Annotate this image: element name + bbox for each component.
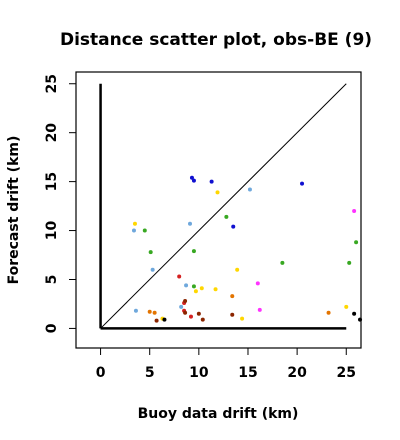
scatter-point bbox=[240, 316, 245, 321]
scatter-point bbox=[188, 221, 192, 226]
scatter-point bbox=[235, 267, 240, 272]
scatter-point bbox=[230, 294, 235, 299]
x-axis-title: Buoy data drift (km) bbox=[138, 406, 299, 422]
scatter-point bbox=[196, 311, 201, 316]
scatter-point bbox=[352, 311, 357, 316]
scatter-point bbox=[193, 289, 198, 294]
scatter-point bbox=[199, 286, 204, 291]
scatter-point bbox=[326, 310, 331, 315]
scatter-point bbox=[184, 283, 189, 288]
plot-frame bbox=[75, 71, 362, 349]
y-axis-title: Forecast drift (km) bbox=[6, 136, 22, 285]
y-axis: 0 5 10 15 20 25 bbox=[44, 74, 76, 333]
x-axis: 0 5 10 15 20 25 bbox=[96, 348, 356, 381]
scatter-point bbox=[177, 274, 182, 279]
scatter-point bbox=[162, 317, 167, 322]
x-tick-label: 25 bbox=[337, 365, 356, 381]
x-tick-label: 20 bbox=[287, 365, 307, 381]
scatter-point bbox=[191, 178, 196, 183]
scatter-point bbox=[152, 310, 157, 315]
scatter-point bbox=[215, 190, 220, 195]
scatter-point bbox=[347, 260, 352, 265]
y-tick-label: 20 bbox=[44, 123, 60, 143]
scatter-point bbox=[280, 260, 285, 265]
scatter-point bbox=[132, 221, 137, 226]
scatter-point bbox=[147, 309, 152, 314]
scatter-point bbox=[209, 179, 214, 184]
scatter-point bbox=[344, 304, 349, 309]
scatter-point bbox=[257, 307, 262, 312]
y-tick-label: 5 bbox=[44, 275, 60, 285]
scatter-point bbox=[247, 187, 252, 192]
scatter-point bbox=[224, 214, 229, 219]
scatter-point bbox=[230, 312, 235, 317]
chart-title: Distance scatter plot, obs-BE (9) bbox=[60, 30, 372, 50]
y-tick-label: 0 bbox=[44, 323, 60, 333]
scatter-point bbox=[300, 181, 305, 186]
scatter-point bbox=[148, 250, 153, 255]
scatter-point bbox=[183, 299, 188, 304]
data-points bbox=[131, 175, 363, 323]
reference-diagonal-line bbox=[100, 83, 347, 329]
scatter-point bbox=[352, 208, 357, 213]
scatter-point bbox=[131, 228, 136, 233]
y-tick-label: 15 bbox=[44, 172, 60, 191]
scatter-point bbox=[133, 308, 138, 313]
scatter-point bbox=[188, 314, 193, 319]
scatter-point bbox=[154, 318, 159, 323]
scatter-point bbox=[255, 281, 260, 286]
y-tick-label: 25 bbox=[44, 74, 60, 93]
scatter-point bbox=[183, 310, 188, 315]
scatter-point bbox=[191, 249, 196, 254]
scatter-point bbox=[179, 304, 184, 309]
scatter-point bbox=[213, 287, 218, 292]
y-tick-label: 10 bbox=[44, 221, 60, 241]
x-tick-label: 10 bbox=[189, 365, 209, 381]
scatter-point bbox=[150, 267, 155, 272]
scatter-point bbox=[354, 240, 359, 245]
scatter-point bbox=[191, 284, 196, 289]
x-tick-label: 5 bbox=[145, 365, 155, 381]
scatter-point bbox=[142, 228, 147, 233]
x-tick-label: 0 bbox=[96, 365, 106, 381]
scatter-point bbox=[231, 224, 236, 229]
scatter-point bbox=[358, 317, 363, 322]
scatter-point bbox=[189, 175, 194, 180]
x-tick-label: 15 bbox=[238, 365, 257, 381]
scatter-point bbox=[200, 317, 205, 322]
